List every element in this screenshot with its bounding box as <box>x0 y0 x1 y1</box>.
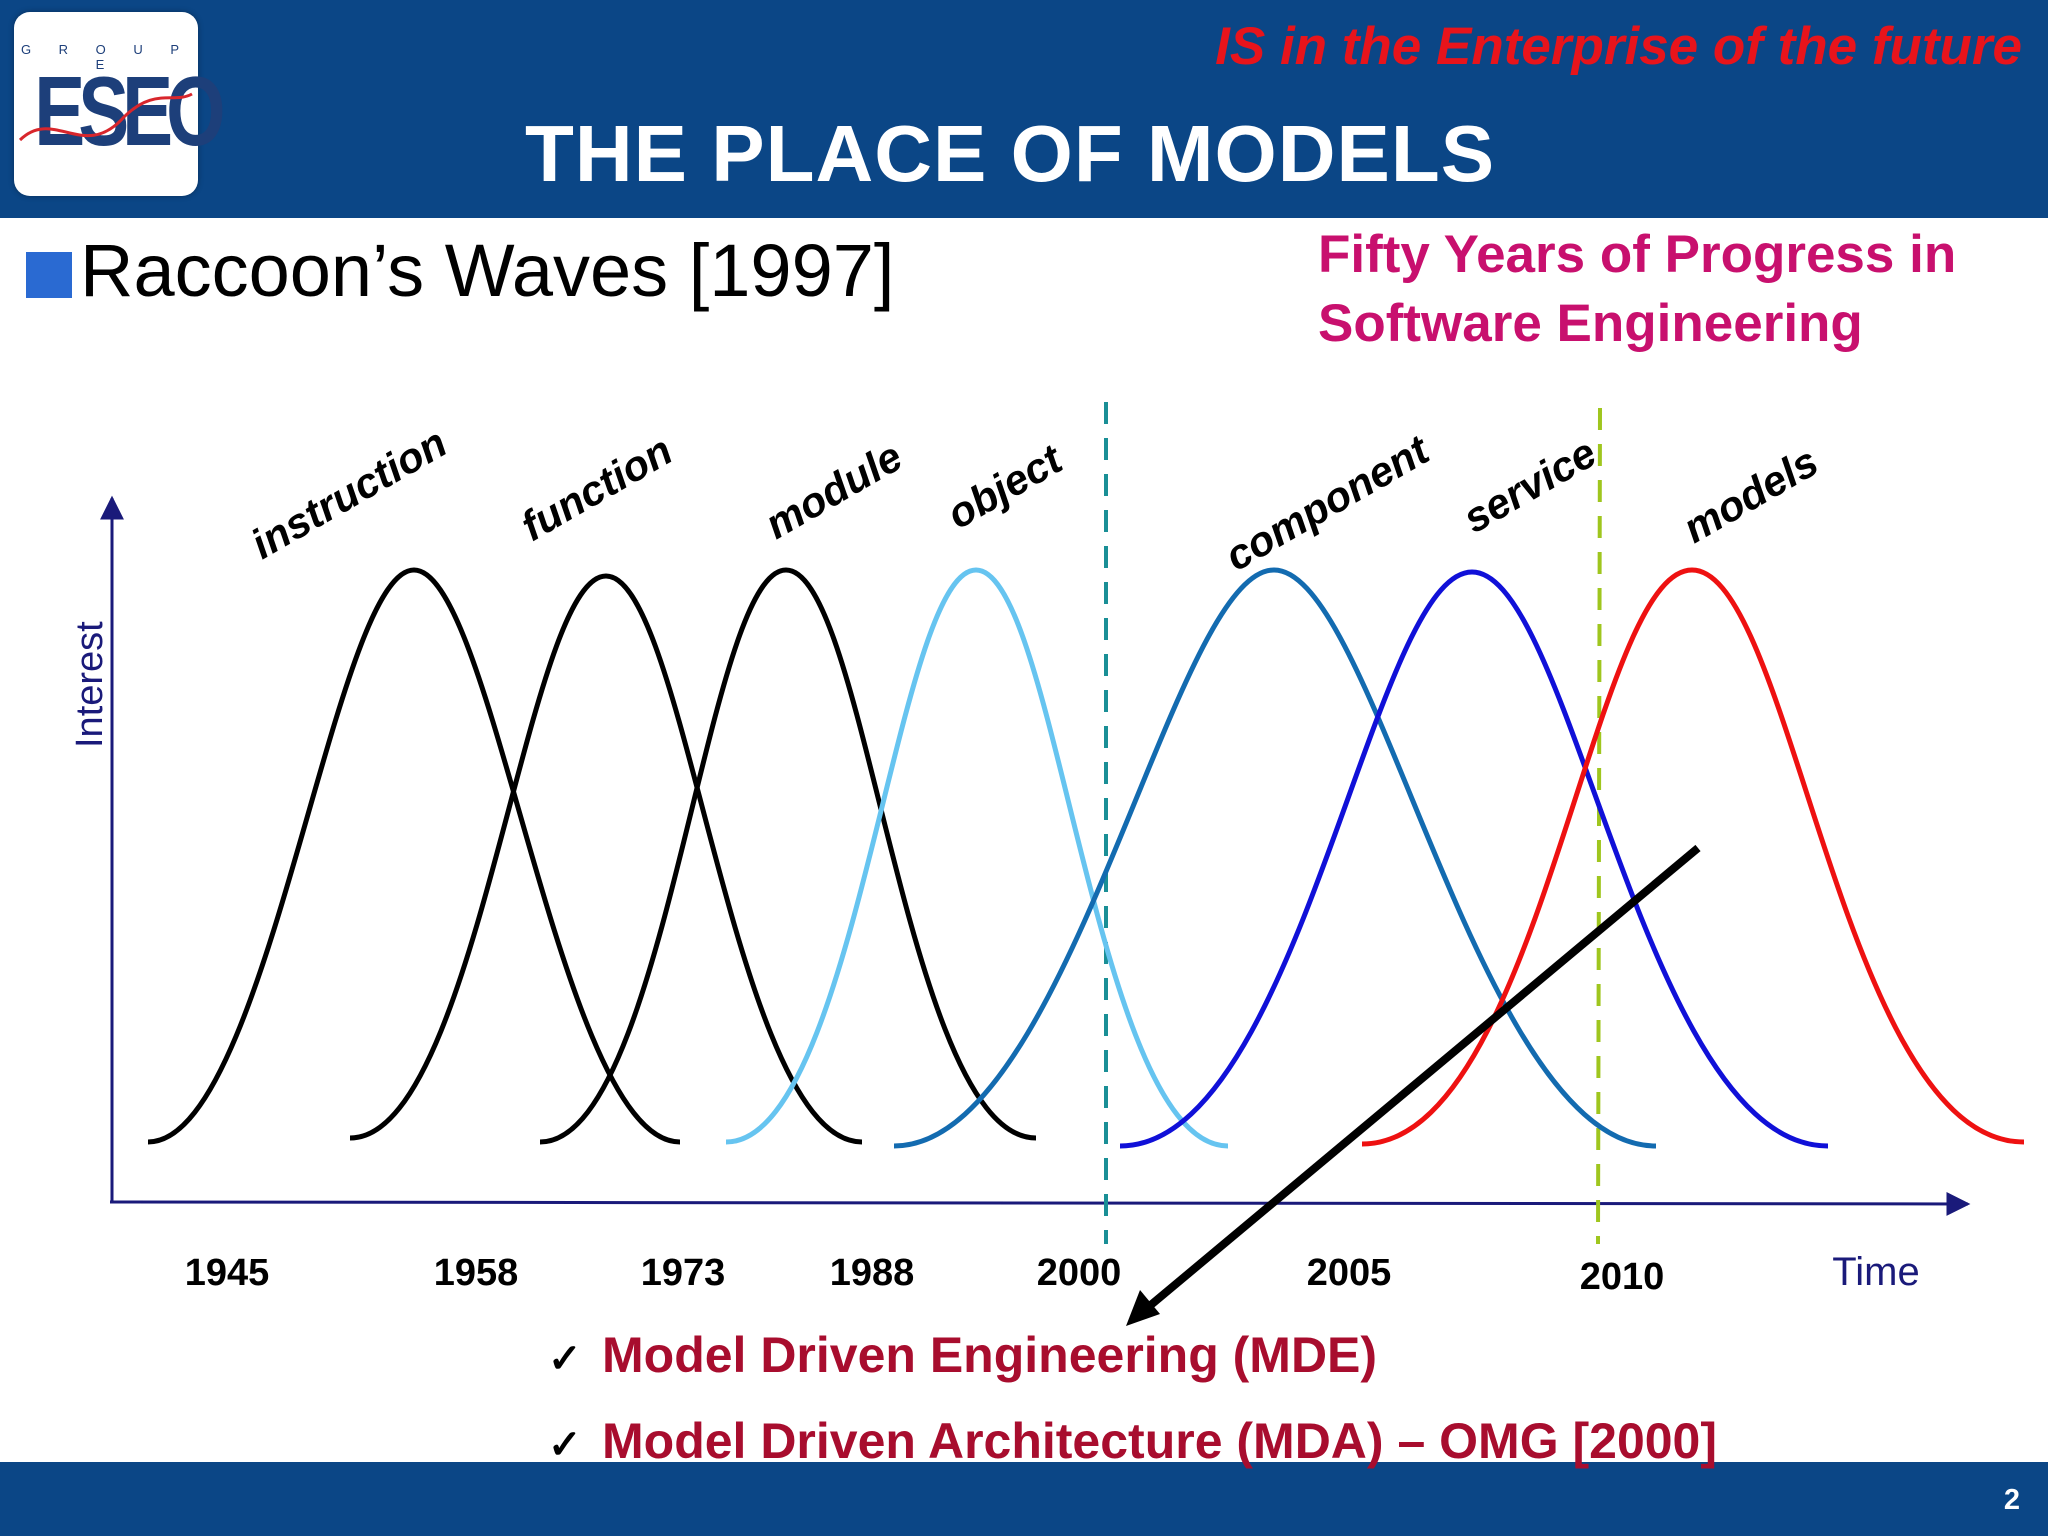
x-axis-label: Time <box>1832 1250 1919 1294</box>
y-axis-label: Interest <box>69 621 111 748</box>
progress-title: Fifty Years of Progress in Software Engi… <box>1318 220 1956 358</box>
page-title: THE PLACE OF MODELS <box>525 109 1496 198</box>
progress-title-line2: Software Engineering <box>1318 294 1863 353</box>
year-tick-2010: 2010 <box>1580 1256 1665 1298</box>
pointer-arrow-line <box>1137 844 1701 1318</box>
wave-curve-models <box>1361 567 2025 1147</box>
bullet-heading: Raccoon’s Waves [1997] <box>80 229 895 312</box>
x-axis <box>109 1191 1971 1216</box>
note-mda-text: Model Driven Architecture (MDA) – OMG [2… <box>602 1413 1718 1469</box>
year-tick-1973: 1973 <box>641 1252 726 1294</box>
note-mde: ✓ Model Driven Engineering (MDE) <box>548 1326 1377 1384</box>
wave-curve-object <box>725 567 1229 1149</box>
wave-label-module: module <box>757 432 910 547</box>
checkmark-icon: ✓ <box>548 1337 582 1381</box>
wave-curve-function <box>349 573 863 1145</box>
logo-swoosh-icon <box>18 92 193 142</box>
pointer-arrow-head <box>1126 1290 1160 1326</box>
footer-band <box>0 1462 2048 1536</box>
wave-label-function: function <box>513 426 680 550</box>
year-tick-2000: 2000 <box>1037 1252 1122 1294</box>
page-number: 2 <box>2003 1484 2020 1516</box>
progress-title-line1: Fifty Years of Progress in <box>1318 225 1957 284</box>
wave-curve-service <box>1119 569 1829 1149</box>
year-2010-marker-line <box>1596 407 1602 1245</box>
wave-label-instruction: instruction <box>243 419 454 568</box>
year-tick-1945: 1945 <box>185 1252 270 1294</box>
checkmark-icon: ✓ <box>548 1423 582 1467</box>
logo-groupe-text: G R O U P E <box>20 42 192 72</box>
year-tick-2005: 2005 <box>1307 1252 1392 1294</box>
wave-label-component: component <box>1217 425 1438 580</box>
bullet-square-icon <box>26 252 72 298</box>
content-panel <box>0 218 2048 1462</box>
slide-subtitle: IS in the Enterprise of the future <box>1215 17 2022 76</box>
note-mda: ✓ Model Driven Architecture (MDA) – OMG [… <box>548 1412 1717 1470</box>
wave-curve-module <box>539 567 1037 1145</box>
year-tick-1988: 1988 <box>830 1252 915 1294</box>
wave-label-models: models <box>1675 438 1826 552</box>
header-band <box>0 0 2048 218</box>
wave-label-object: object <box>939 434 1071 538</box>
wave-label-service: service <box>1455 429 1604 542</box>
note-mde-text: Model Driven Engineering (MDE) <box>602 1327 1378 1383</box>
wave-curve-instruction <box>147 567 681 1145</box>
year-tick-1958: 1958 <box>434 1252 519 1294</box>
eseo-logo: G R O U P E ESEO <box>14 12 226 196</box>
